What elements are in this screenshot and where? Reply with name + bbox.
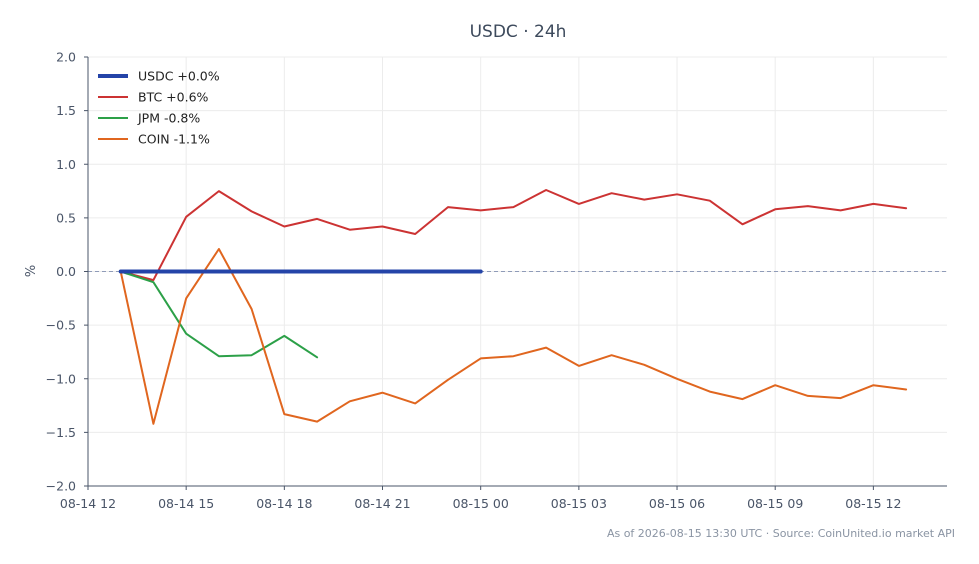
y-tick-label: −1.0: [46, 371, 76, 386]
y-tick-label: −2.0: [46, 479, 76, 494]
series-lines: [118, 189, 908, 425]
y-tick-label: 0.5: [56, 210, 76, 225]
y-tick-label: 0.0: [56, 264, 76, 279]
y-axis-label: %: [24, 265, 39, 277]
y-tick-label: −1.5: [46, 425, 76, 440]
x-tick-label: 08-14 15: [158, 496, 214, 511]
x-tick-label: 08-15 09: [747, 496, 803, 511]
x-tick-label: 08-15 06: [649, 496, 705, 511]
series-line-jpm: [119, 270, 319, 359]
legend-label-btc: BTC +0.6%: [138, 90, 209, 105]
x-tick-label: 08-15 03: [551, 496, 607, 511]
x-tick-label: 08-15 00: [453, 496, 509, 511]
legend-label-usdc: USDC +0.0%: [138, 69, 220, 84]
legend-label-jpm: JPM -0.8%: [137, 111, 200, 126]
x-tick-label: 08-14 12: [60, 496, 116, 511]
chart-title: USDC · 24h: [470, 22, 567, 42]
legend-label-coin: COIN -1.1%: [138, 132, 210, 147]
x-tick-label: 08-15 12: [845, 496, 901, 511]
x-tick-label: 08-14 21: [354, 496, 410, 511]
y-tick-label: −0.5: [46, 318, 76, 333]
y-tick-label: 1.5: [56, 103, 76, 118]
x-tick-label: 08-14 18: [256, 496, 312, 511]
axes: 2.0 1.5 1.0 0.5 0.0 −0.5 −1.0 −1.5 −2.0 08-14 12 0…: [46, 50, 947, 511]
y-tick-label: 1.0: [56, 157, 76, 172]
y-tick-label: 2.0: [56, 50, 76, 65]
series-line-btc: [119, 189, 908, 282]
footer-source: As of 2026-08-15 13:30 UTC · Source: Coi…: [607, 527, 955, 540]
legend: USDC +0.0% BTC +0.6% JPM -0.8% COIN -1.1%: [98, 69, 220, 147]
series-line-coin: [119, 248, 908, 425]
